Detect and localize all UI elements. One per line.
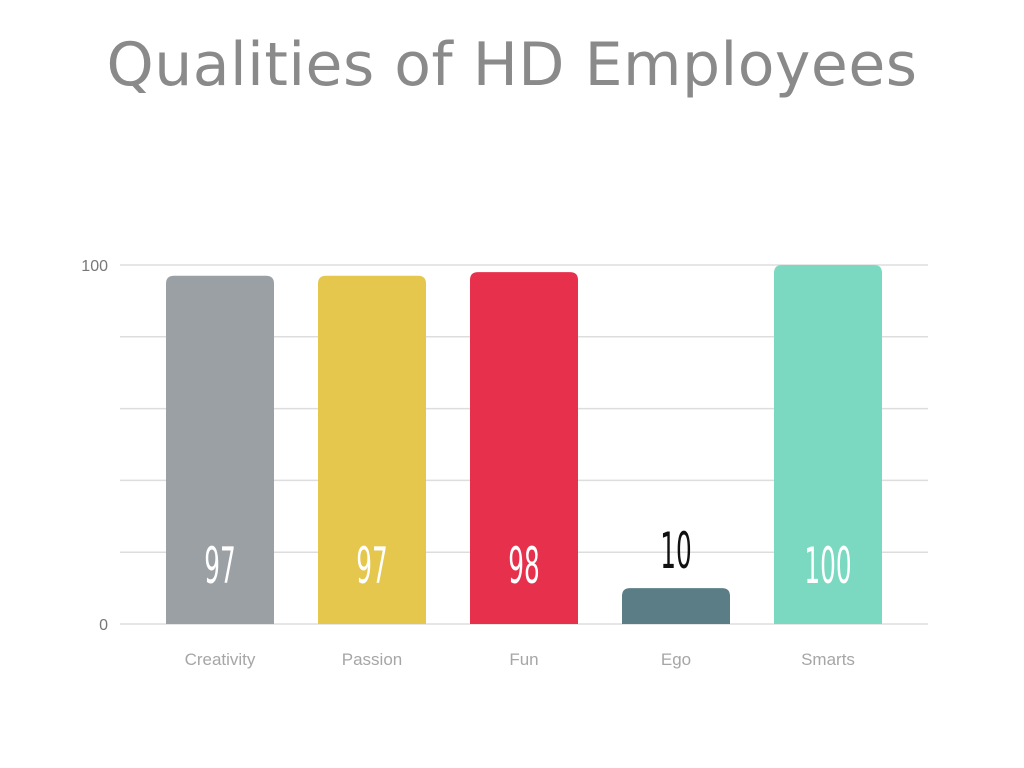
y-axis-ticks: 100 0: [81, 258, 108, 634]
category-label: Ego: [661, 650, 691, 669]
bars: 97 97 98 10 100: [166, 265, 882, 624]
bar-fun: [470, 272, 578, 624]
data-label: 98: [508, 537, 539, 595]
category-label: Smarts: [801, 650, 855, 669]
data-label: 97: [204, 537, 235, 595]
category-labels: Creativity Passion Fun Ego Smarts: [185, 650, 855, 669]
data-label: 100: [804, 537, 851, 595]
category-label: Creativity: [185, 650, 256, 669]
chart-title: Qualities of HD Employees: [106, 30, 918, 100]
data-label: 10: [660, 522, 691, 580]
bar-creativity: [166, 275, 274, 624]
category-label: Fun: [509, 650, 538, 669]
y-tick-label: 100: [81, 258, 108, 275]
y-tick-label: 0: [99, 617, 108, 634]
bar-ego: [622, 588, 730, 624]
category-label: Passion: [342, 650, 402, 669]
data-label: 97: [356, 537, 387, 595]
bar-passion: [318, 275, 426, 624]
bar-smarts: [774, 265, 882, 624]
